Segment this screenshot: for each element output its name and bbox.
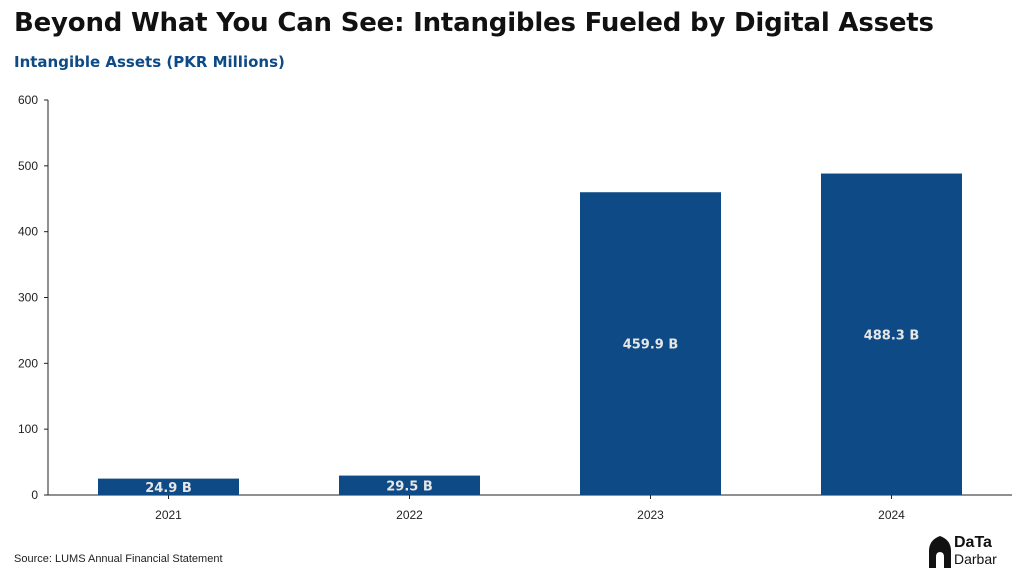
data-label: 459.9 B [623,338,679,353]
y-tick-label: 500 [18,159,38,173]
data-label: 24.9 B [145,481,192,496]
chart-title: Beyond What You Can See: Intangibles Fue… [14,8,934,38]
x-tick-label: 2022 [396,508,423,522]
y-tick-label: 600 [18,93,38,107]
y-tick-label: 300 [18,291,38,305]
bar [821,173,962,495]
bar [580,192,721,496]
logo-wordmark-bottom: Darbar [954,551,997,567]
x-tick-label: 2023 [637,508,664,522]
data-label: 29.5 B [386,479,433,494]
x-tick-label: 2021 [155,508,182,522]
data-label: 488.3 B [864,328,920,343]
mosque-dome-icon [929,536,951,568]
bar [339,475,480,495]
source-note: Source: LUMS Annual Financial Statement [14,553,223,565]
bar [98,478,239,495]
y-tick-label: 200 [18,356,38,370]
y-tick-label: 0 [31,488,38,502]
brand-logo: DaTa Darbar [928,534,1008,570]
y-tick-label: 400 [18,225,38,239]
x-tick-label: 2024 [878,508,905,522]
y-tick-label: 100 [18,422,38,436]
logo-wordmark-top: DaTa [954,534,992,551]
chart-subtitle: Intangible Assets (PKR Millions) [14,53,285,71]
